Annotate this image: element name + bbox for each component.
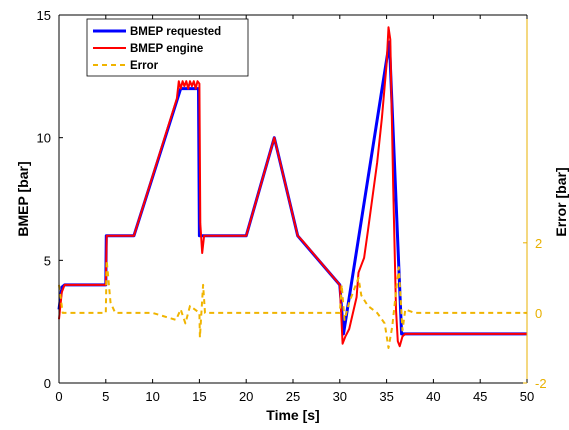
x-tick-label: 20 — [239, 389, 253, 404]
series-line-error — [58, 259, 527, 349]
x-tick-label: 5 — [102, 389, 109, 404]
x-tick-label: 25 — [286, 389, 300, 404]
x-axis-label: Time [s] — [266, 407, 319, 423]
legend-label-requested: BMEP requested — [130, 26, 221, 38]
x-tick-label: 0 — [55, 389, 62, 404]
y-tick-label: 10 — [37, 131, 51, 146]
series-layer — [57, 26, 527, 349]
y2-tick-label: 2 — [535, 236, 542, 251]
series-line-bmep-engine — [58, 26, 527, 348]
y-axis-label: BMEP [bar] — [15, 161, 31, 236]
x-tick-label: 45 — [473, 389, 487, 404]
y-tick-label: 5 — [44, 253, 51, 268]
x-tick-label: 30 — [333, 389, 347, 404]
y2-tick-label: 0 — [535, 306, 542, 321]
legend-label-engine: BMEP engine — [130, 43, 203, 55]
x-tick-label: 10 — [145, 389, 159, 404]
y-tick-label: 0 — [44, 376, 51, 391]
y2-tick-label: -2 — [535, 376, 547, 391]
legend: BMEP requested BMEP engine Error — [86, 18, 249, 77]
ticks-layer: 0 5 10 15 20 25 30 35 40 45 50 0 5 10 15 -2 0 2 — [37, 8, 547, 404]
x-tick-label: 40 — [426, 389, 440, 404]
x-tick-label: 35 — [379, 389, 393, 404]
x-tick-label: 15 — [192, 389, 206, 404]
legend-label-error: Error — [130, 60, 159, 72]
y-tick-label: 15 — [37, 8, 51, 23]
x-tick-label: 50 — [520, 389, 534, 404]
y2-axis-label: Error [bar] — [553, 167, 569, 236]
